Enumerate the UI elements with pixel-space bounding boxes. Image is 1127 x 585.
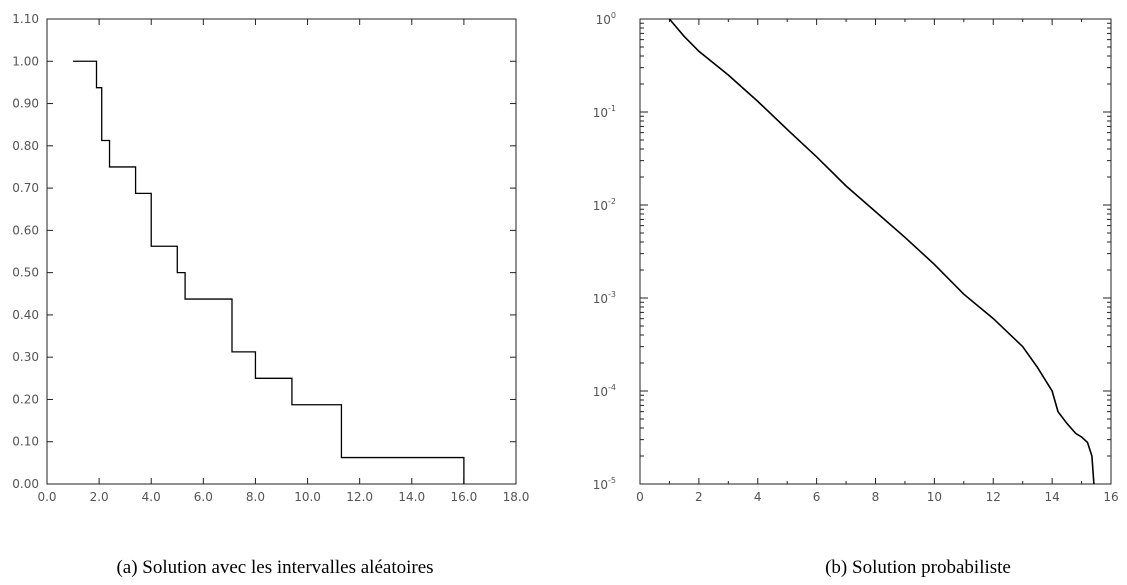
x-tick-label: 4 [754,490,762,504]
chart-b-series-line [668,18,1095,485]
y-tick-label: 1.00 [12,54,39,68]
x-tick-label: 6.0 [194,490,213,504]
chart-b-frame [639,18,1112,485]
y-tick-label: 0.00 [12,477,39,491]
y-tick-label: 0.30 [12,350,39,364]
x-tick-label: 10 [927,490,942,504]
chart-a-caption: (a) Solution avec les intervalles aléato… [116,557,433,578]
x-tick-label: 18.0 [503,490,530,504]
y-tick-label: 10-5 [593,476,616,492]
y-tick-label: 10-4 [593,383,616,399]
x-tick-label: 14 [1044,490,1059,504]
y-tick-label: 1.10 [12,12,39,26]
x-tick-label: 16 [1103,490,1118,504]
x-tick-label: 12 [986,490,1001,504]
chart-b-y-tick-labels: 10-5 10-4 10-3 10-2 10-1 100 [593,11,616,492]
y-tick-label: 0.70 [12,181,39,195]
y-tick-label: 0.20 [12,392,39,406]
x-tick-label: 10.0 [294,490,321,504]
chart-a-ticks [46,18,517,485]
x-tick-label: 14.0 [398,490,425,504]
chart-b-ticks [639,18,1112,485]
y-tick-label: 0.60 [12,223,39,237]
chart-b-x-tick-labels: 0 2 4 6 8 10 12 14 16 [636,490,1118,504]
x-tick-label: 2 [695,490,703,504]
chart-a-series-line [73,60,465,484]
chart-a-x-tick-labels: 0.0 2.0 4.0 6.0 8.0 10.0 12.0 14.0 16.0 18.0 [37,490,529,504]
x-tick-label: 2.0 [90,490,109,504]
chart-a: 0.0 2.0 4.0 6.0 8.0 10.0 12.0 14.0 16.0 18.0 0.00… [12,12,529,578]
y-tick-label: 10-2 [593,197,616,213]
x-tick-label: 6 [813,490,821,504]
y-tick-label: 10-1 [593,104,616,120]
x-tick-label: 4.0 [142,490,161,504]
y-tick-label: 0.50 [12,266,39,280]
x-tick-label: 8.0 [246,490,265,504]
chart-a-frame [46,18,517,485]
x-tick-label: 8 [872,490,880,504]
chart-a-y-tick-labels: 0.00 0.10 0.20 0.30 0.40 0.50 0.60 0.70 0.80 0.90… [12,12,39,491]
chart-b: 0 2 4 6 8 10 12 14 16 10-5 10-4 10-3 10-2 10-1 100 (b… [593,11,1119,578]
x-tick-label: 0 [636,490,644,504]
y-tick-label: 0.40 [12,308,39,322]
y-tick-label: 0.90 [12,97,39,111]
y-tick-label: 0.10 [12,435,39,449]
x-tick-label: 12.0 [346,490,373,504]
x-tick-label: 16.0 [451,490,478,504]
chart-b-caption: (b) Solution probabiliste [825,557,1011,578]
y-tick-label: 100 [596,11,616,27]
x-tick-label: 0.0 [37,490,56,504]
y-tick-label: 0.80 [12,139,39,153]
y-tick-label: 10-3 [593,290,616,306]
